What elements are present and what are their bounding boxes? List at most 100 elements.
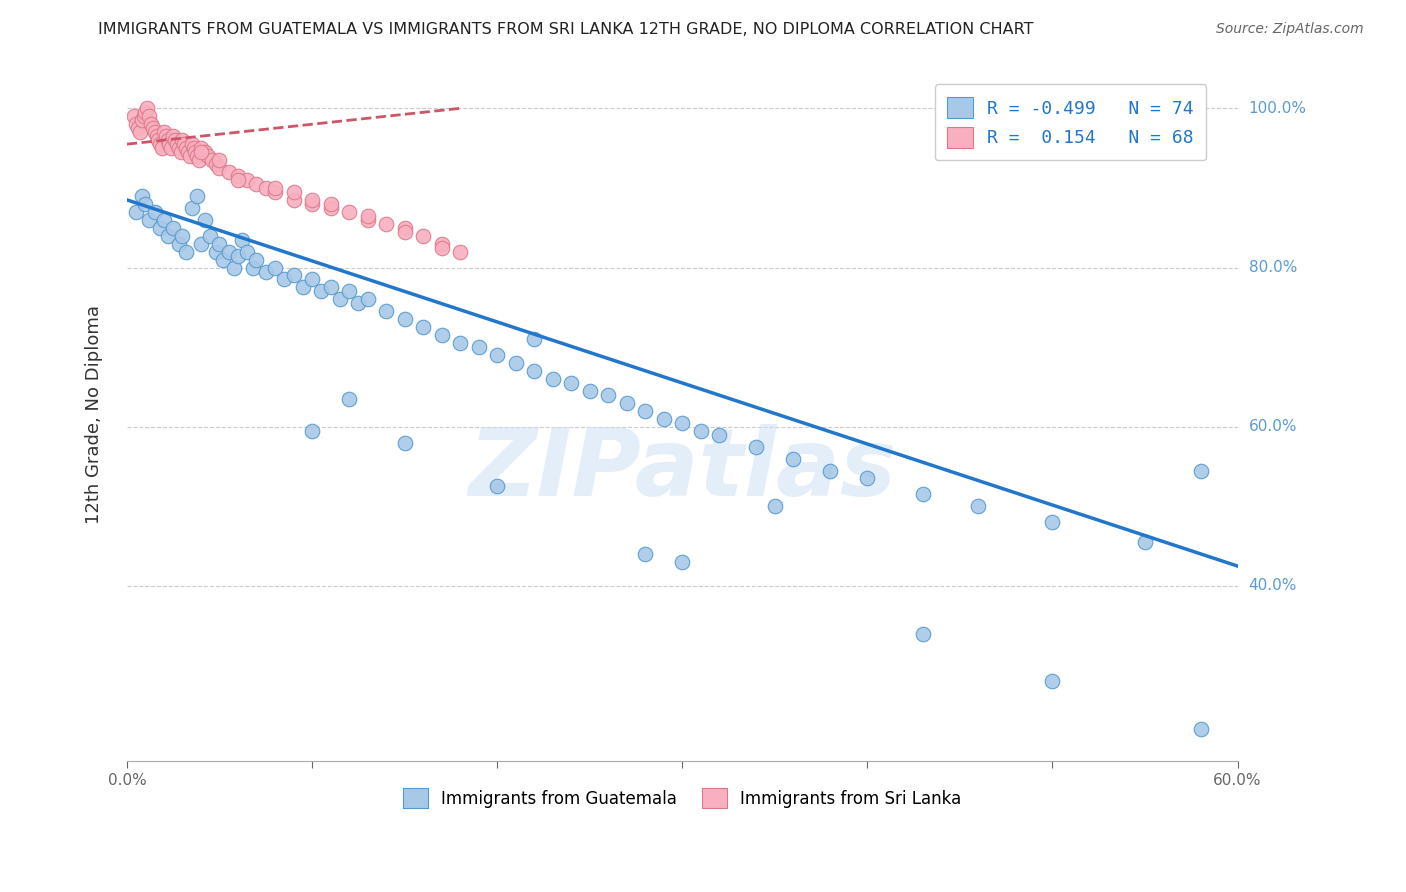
Point <box>782 451 804 466</box>
Point <box>124 109 146 123</box>
Point <box>132 109 155 123</box>
Point <box>183 141 205 155</box>
Point <box>218 244 240 259</box>
Point <box>184 145 207 160</box>
Point <box>162 129 184 144</box>
Point <box>616 396 638 410</box>
Point <box>1133 535 1156 549</box>
Point <box>218 165 240 179</box>
Point <box>1189 723 1212 737</box>
Point <box>148 133 170 147</box>
Point <box>180 201 202 215</box>
Point <box>319 197 342 211</box>
Point <box>145 129 167 144</box>
Point <box>449 336 471 351</box>
Point <box>560 376 582 390</box>
Point <box>467 340 489 354</box>
Point <box>174 141 197 155</box>
Point <box>159 137 181 152</box>
Point <box>188 153 211 167</box>
Point <box>356 293 378 307</box>
Point <box>194 145 217 160</box>
Point <box>356 209 378 223</box>
Point <box>134 197 156 211</box>
Point <box>911 487 934 501</box>
Point <box>180 137 202 152</box>
Point <box>177 145 200 160</box>
Point <box>226 169 249 183</box>
Point <box>578 384 600 398</box>
Point <box>763 500 786 514</box>
Point <box>208 236 231 251</box>
Point <box>143 125 166 139</box>
Point <box>709 427 731 442</box>
Point <box>394 225 416 239</box>
Point <box>911 626 934 640</box>
Point <box>224 260 246 275</box>
Point <box>394 220 416 235</box>
Point <box>856 471 879 485</box>
Point <box>125 117 148 131</box>
Point <box>449 244 471 259</box>
Point <box>190 145 212 160</box>
Point <box>301 193 323 207</box>
Point <box>329 293 352 307</box>
Point <box>131 113 153 128</box>
Point <box>264 260 287 275</box>
Point <box>301 197 323 211</box>
Point <box>167 236 190 251</box>
Point <box>242 260 264 275</box>
Text: 80.0%: 80.0% <box>1249 260 1296 275</box>
Point <box>155 129 177 144</box>
Point <box>174 244 197 259</box>
Point <box>652 411 675 425</box>
Point <box>236 173 259 187</box>
Point <box>172 133 194 147</box>
Point <box>153 125 176 139</box>
Point <box>634 404 657 418</box>
Point <box>264 181 287 195</box>
Point <box>301 424 323 438</box>
Point <box>186 149 208 163</box>
Point <box>208 161 231 175</box>
Point <box>689 424 711 438</box>
Point <box>201 153 224 167</box>
Point <box>208 153 231 167</box>
Point <box>356 212 378 227</box>
Point <box>1189 463 1212 477</box>
Point <box>820 463 842 477</box>
Text: 60.0%: 60.0% <box>1249 419 1298 434</box>
Point <box>204 157 226 171</box>
Point <box>204 244 226 259</box>
Point <box>179 149 201 163</box>
Point <box>273 272 295 286</box>
Point <box>231 233 253 247</box>
Point <box>143 204 166 219</box>
Point <box>134 105 156 120</box>
Point <box>541 372 564 386</box>
Point <box>264 185 287 199</box>
Point <box>125 204 148 219</box>
Point <box>226 249 249 263</box>
Point <box>131 189 153 203</box>
Point <box>337 285 360 299</box>
Point <box>523 332 546 346</box>
Point <box>142 121 165 136</box>
Point <box>375 217 398 231</box>
Point <box>226 173 249 187</box>
Point <box>671 555 693 569</box>
Point <box>197 149 219 163</box>
Point <box>283 193 305 207</box>
Point <box>430 241 453 255</box>
Point <box>167 141 190 155</box>
Point <box>136 101 159 115</box>
Point <box>186 189 208 203</box>
Point <box>194 212 217 227</box>
Point <box>156 228 179 243</box>
Point <box>394 435 416 450</box>
Point <box>375 304 398 318</box>
Point <box>127 121 149 136</box>
Point <box>138 212 160 227</box>
Point <box>128 125 150 139</box>
Point <box>337 392 360 406</box>
